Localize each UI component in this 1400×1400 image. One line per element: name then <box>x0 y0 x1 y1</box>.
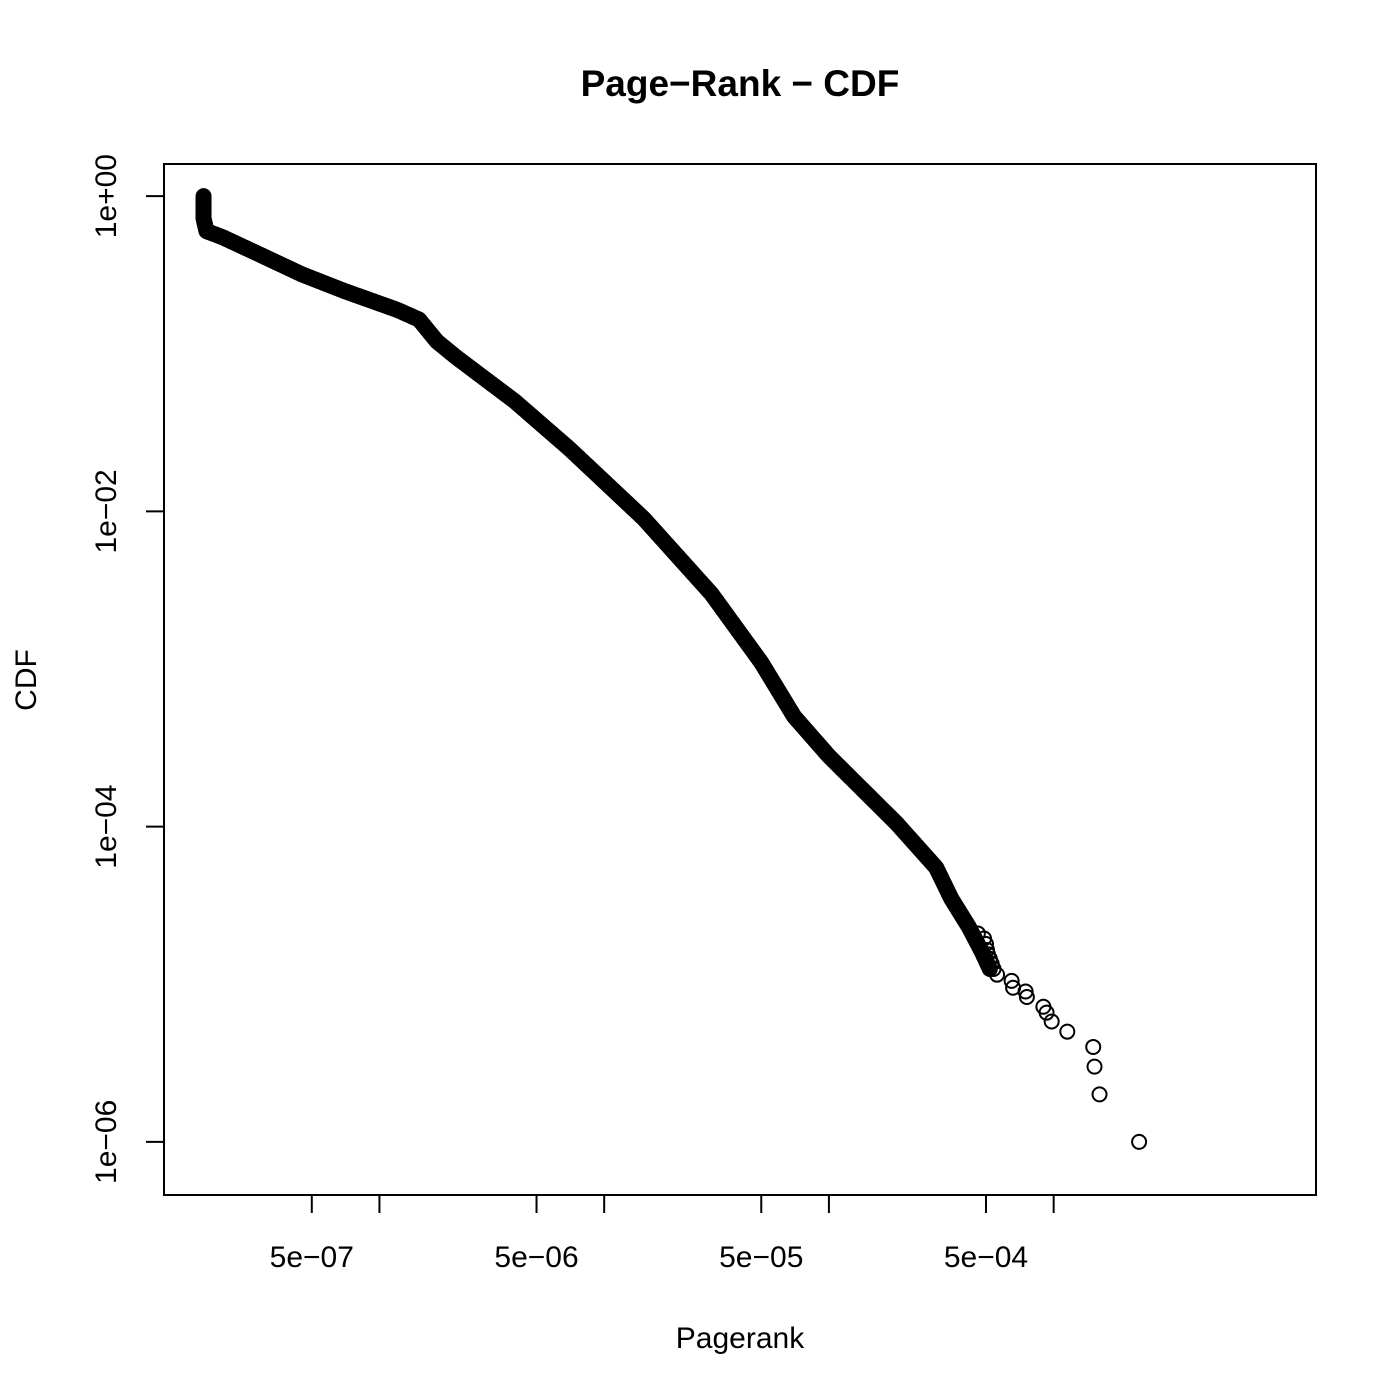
y-tick-label: 1e−06 <box>90 1100 123 1184</box>
chart-title: Page−Rank − CDF <box>581 63 900 104</box>
x-tick-label: 5e−06 <box>494 1241 578 1274</box>
x-tick-label: 5e−05 <box>719 1241 803 1274</box>
data-points <box>195 188 1148 1150</box>
y-axis-label: CDF <box>10 649 43 711</box>
y-tick-label: 1e−04 <box>90 784 123 868</box>
x-axis-label: Pagerank <box>676 1322 805 1355</box>
data-point <box>1085 1038 1102 1055</box>
x-axis: 5e−07 5e−06 5e−05 5e−04 <box>270 1195 1055 1274</box>
data-point <box>1043 1013 1060 1030</box>
data-point <box>1091 1086 1108 1103</box>
data-point <box>1086 1058 1103 1075</box>
data-point <box>1059 1023 1076 1040</box>
data-point <box>989 966 1006 983</box>
data-point <box>1018 988 1035 1005</box>
data-point <box>1038 1004 1055 1021</box>
x-tick-label: 5e−07 <box>270 1241 354 1274</box>
y-axis: 1e+00 1e−02 1e−04 1e−06 <box>90 154 164 1184</box>
plot-frame <box>163 163 1317 1196</box>
data-point <box>978 935 995 952</box>
y-tick-label: 1e−02 <box>90 469 123 553</box>
x-tick-label: 5e−04 <box>944 1241 1028 1274</box>
data-point <box>1003 972 1020 989</box>
y-tick-label: 1e+00 <box>90 154 123 238</box>
data-point <box>1131 1133 1148 1150</box>
